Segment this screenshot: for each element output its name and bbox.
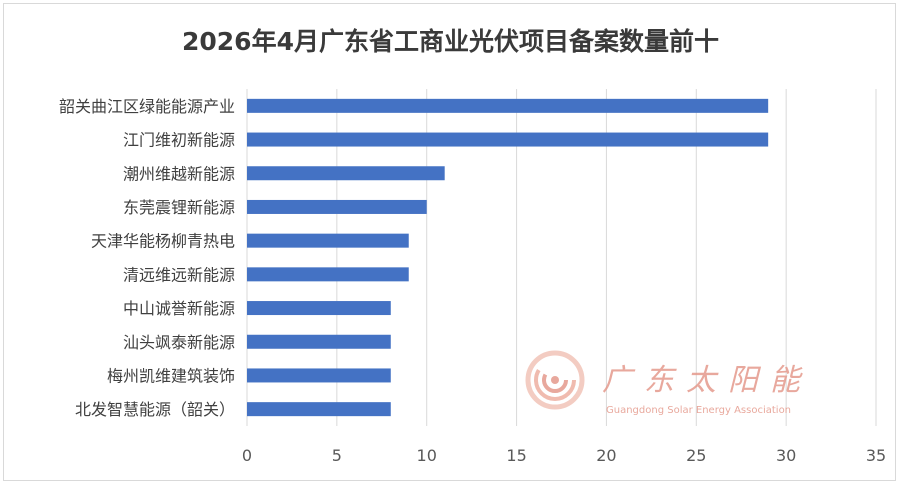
x-tick-label: 15 [506, 446, 526, 465]
x-tick-label: 0 [242, 446, 252, 465]
bar [247, 98, 769, 113]
watermark-subtitle: Guangdong Solar Energy Association [606, 405, 791, 416]
category-label: 东莞震锂新能源 [123, 198, 235, 217]
chart-frame [3, 3, 896, 481]
x-tick-labels: 0 5 10 15 20 25 30 35 [242, 446, 886, 465]
category-label: 潮州维越新能源 [123, 164, 235, 183]
category-label: 韶关曲江区绿能能源产业 [59, 97, 235, 116]
x-tick-label: 10 [417, 446, 437, 465]
x-tick-label: 25 [686, 446, 706, 465]
chart-title: 2026年4月广东省工商业光伏项目备案数量前十 [182, 27, 719, 56]
category-label: 中山诚誉新能源 [123, 299, 235, 318]
bars [247, 98, 769, 417]
swirl-logo-icon [525, 350, 585, 410]
bar [247, 166, 445, 181]
category-label: 清远维远新能源 [123, 265, 235, 284]
bar [247, 368, 391, 383]
x-tick-label: 5 [332, 446, 342, 465]
category-labels: 韶关曲江区绿能能源产业江门维初新能源潮州维越新能源东莞震锂新能源天津华能杨柳青热… [59, 97, 235, 419]
category-label: 梅州凯维建筑装饰 [107, 366, 235, 385]
bar [247, 402, 391, 417]
x-tick-label: 35 [866, 446, 886, 465]
bar [247, 301, 391, 316]
x-tick-label: 20 [596, 446, 616, 465]
x-tick-label: 30 [776, 446, 796, 465]
watermark-logo: 广东太阳能 Guangdong Solar Energy Association [525, 350, 812, 416]
bar [247, 334, 391, 349]
bar [247, 132, 769, 147]
bar [247, 233, 409, 248]
category-label: 汕头飒泰新能源 [123, 333, 235, 352]
category-label: 江门维初新能源 [123, 131, 235, 150]
category-label: 天津华能杨柳青热电 [91, 232, 235, 251]
watermark-name: 广东太阳能 [602, 363, 812, 398]
bar [247, 199, 427, 214]
bar [247, 267, 409, 282]
category-label: 北发智慧能源（韶关） [75, 400, 235, 419]
